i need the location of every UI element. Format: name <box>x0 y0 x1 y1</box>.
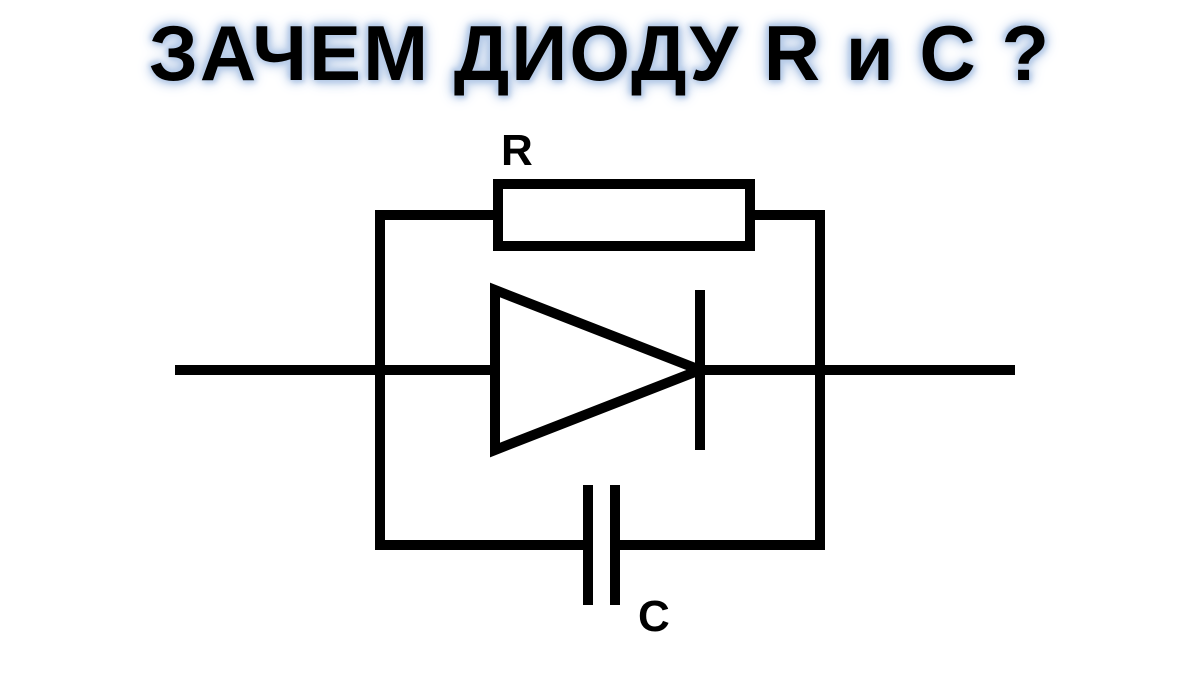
circuit-schematic <box>0 120 1200 675</box>
resistor-symbol <box>498 184 750 246</box>
resistor-label: R <box>501 126 533 176</box>
diode-triangle <box>495 290 700 450</box>
capacitor-label: C <box>638 592 670 642</box>
page-title: ЗАЧЕМ ДИОДУ R и C ? <box>0 8 1200 99</box>
